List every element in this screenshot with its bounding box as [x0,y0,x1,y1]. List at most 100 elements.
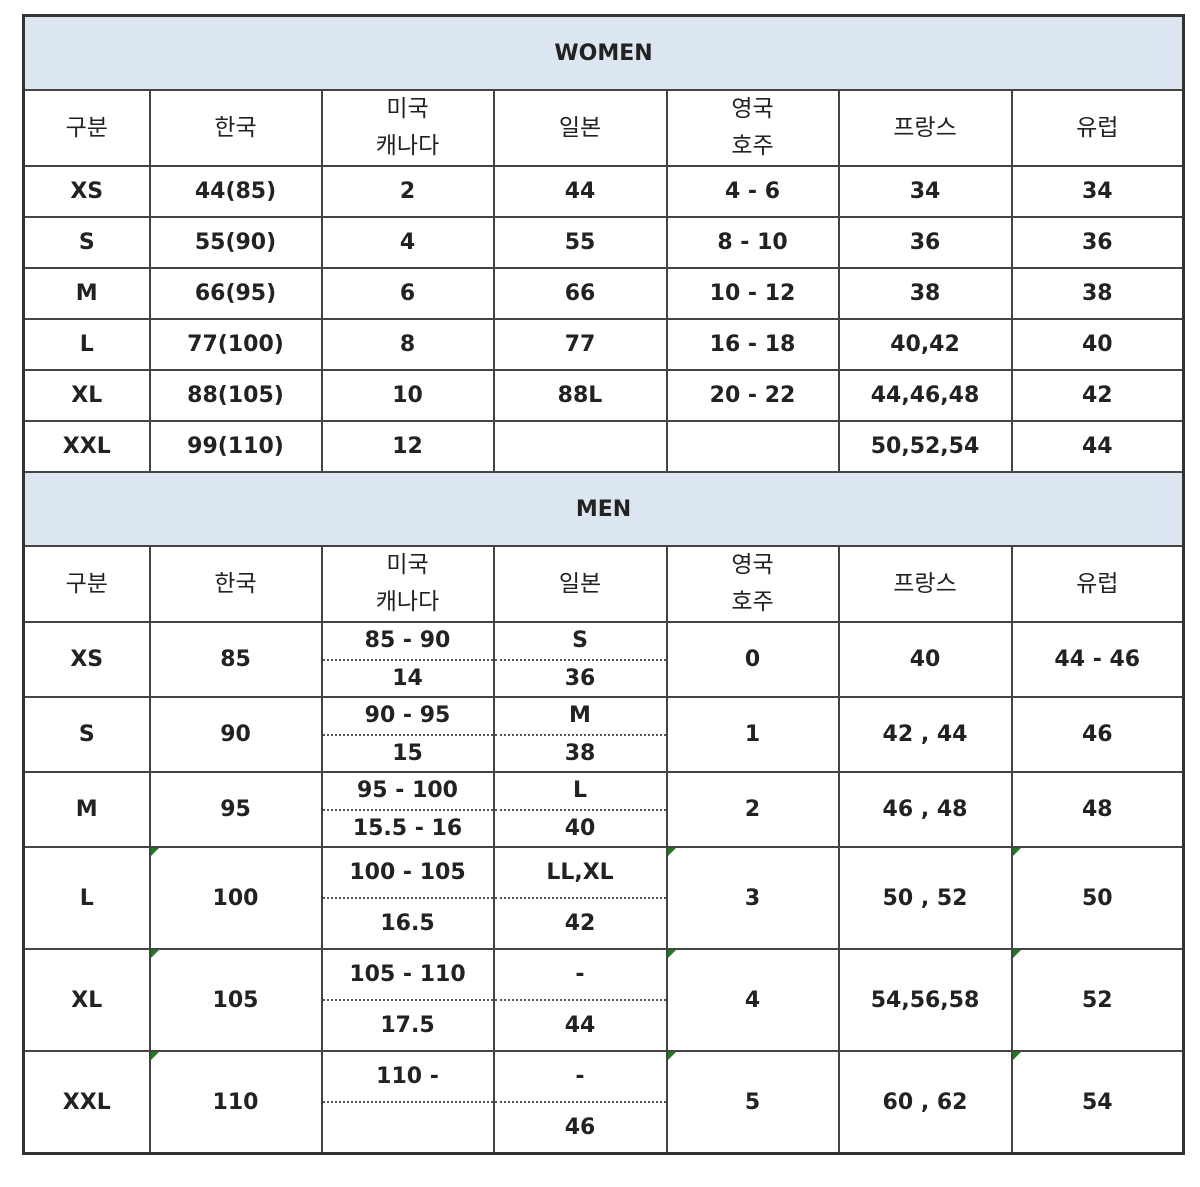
france-size-cell: 40 [837,621,1013,698]
women-size-row: S 55(90) 4 55 8 - 10 36 36 [22,216,1185,269]
women-size-row: XXL 99(110) 12 50,52,54 44 [22,420,1185,473]
us-size-bottom: 15.5 - 16 [352,815,463,841]
korea-size-cell: 110 [148,1050,323,1155]
column-header: 한국 [148,89,323,167]
column-header: 영국 호주 [665,545,840,623]
column-header: 구분 [22,89,151,167]
size-chart-table: WOMEN 구분 한국 미국 캐나다 일본 영국 호주 프랑스 유럽 XS 44(85) 2 44 4 - … [22,14,1186,1155]
size-cell: 66 [492,267,668,320]
jp-size-top: S [494,623,666,661]
jp-size-top: - [494,1052,666,1103]
uk-size-value: 0 [744,647,761,672]
korea-size-cell: 85 [148,621,323,698]
us-size-bottom: 15 [392,740,423,766]
size-label-cell: XL [22,948,151,1052]
size-label-cell: S [22,696,151,773]
comment-marker-icon [667,1052,676,1060]
size-cell: 6 [320,267,495,320]
europe-size-value: 54 [1081,1089,1113,1115]
korea-size-value: 110 [212,1089,259,1115]
us-size-split: 90 - 95 15 [322,698,493,771]
jp-size-bottom: 40 [564,815,596,841]
us-size-top: 110 - [322,1052,493,1103]
size-cell: 4 - 6 [665,165,840,218]
column-header: 유럽 [1010,89,1185,167]
us-size-cell: 95 - 100 15.5 - 16 [320,771,495,848]
korea-size-cell: 105 [148,948,323,1052]
comment-marker-icon [150,950,159,958]
column-header: 영국 호주 [665,89,840,167]
size-cell: 40 [1010,318,1185,371]
size-cell: S [22,216,151,269]
size-cell: 12 [320,420,495,473]
korea-size-cell: 100 [148,846,323,950]
korea-size-value: 105 [212,987,259,1013]
size-cell: 34 [1010,165,1185,218]
size-cell: XL [22,369,151,422]
us-size-top: 95 - 100 [322,773,493,811]
jp-size-cell: S 36 [492,621,668,698]
comment-marker-icon [1012,1052,1021,1060]
column-header: 한국 [148,545,323,623]
korea-size-value: 85 [220,647,251,672]
size-cell: 50,52,54 [837,420,1013,473]
size-cell: 42 [1010,369,1185,422]
europe-size-cell: 52 [1010,948,1185,1052]
men-section-title: MEN [22,471,1185,547]
men-section-header-row: MEN [22,471,1185,547]
size-label-cell: M [22,771,151,848]
size-cell: 34 [837,165,1013,218]
column-header: 유럽 [1010,545,1185,623]
jp-size-split: - 46 [494,1052,666,1152]
jp-size-cell: L 40 [492,771,668,848]
jp-size-split: L 40 [494,773,666,846]
us-size-top: 100 - 105 [322,848,493,899]
us-size-bottom: 16.5 [380,911,435,936]
us-size-cell: 85 - 90 14 [320,621,495,698]
size-label-cell: XS [22,621,151,698]
column-header: 미국 캐나다 [320,545,495,623]
uk-size-cell: 0 [665,621,840,698]
women-section-title: WOMEN [22,14,1185,91]
jp-size-top: - [494,950,666,1001]
uk-size-cell: 4 [665,948,840,1052]
europe-size-cell: 46 [1010,696,1185,773]
comment-marker-icon [667,848,676,856]
men-size-row: XL 105 105 - 110 17.5-44 4 54,56,58 52 [22,948,1185,1052]
uk-size-value: 3 [744,885,761,911]
size-cell: 44(85) [148,165,323,218]
korea-size-value: 90 [220,722,251,747]
size-cell: L [22,318,151,371]
korea-size-cell: 95 [148,771,323,848]
size-cell: 44 [1010,420,1185,473]
jp-size-split: S 36 [494,623,666,696]
us-size-cell: 100 - 105 16.5 [320,846,495,950]
uk-size-cell: 1 [665,696,840,773]
jp-size-cell: - 44 [492,948,668,1052]
us-size-split: 105 - 110 17.5 [322,950,493,1050]
jp-size-split: - 44 [494,950,666,1050]
size-cell: 88L [492,369,668,422]
korea-size-value: 100 [212,885,259,911]
france-size-cell: 54,56,58 [837,948,1013,1052]
europe-size-cell: 44 - 46 [1010,621,1185,698]
jp-size-cell: LL,XL 42 [492,846,668,950]
jp-size-bottom: 44 [564,1013,596,1038]
men-size-row: L 100 100 - 105 16.5 LL,XL 42 3 50 , 52 50 [22,846,1185,950]
column-header: 일본 [492,545,668,623]
women-size-row: M 66(95) 6 66 10 - 12 38 38 [22,267,1185,320]
size-cell: 38 [837,267,1013,320]
size-cell: 77 [492,318,668,371]
comment-marker-icon [1012,950,1021,958]
size-cell [665,420,840,473]
jp-size-split: M 38 [494,698,666,771]
jp-size-cell: M 38 [492,696,668,773]
jp-size-top: M [494,698,666,736]
size-cell: 16 - 18 [665,318,840,371]
us-size-split: 110 - [322,1052,493,1152]
europe-size-value: 52 [1081,987,1113,1013]
size-cell: 8 [320,318,495,371]
france-size-cell: 50 , 52 [837,846,1013,950]
women-column-header-row: 구분 한국 미국 캐나다 일본 영국 호주 프랑스 유럽 [22,89,1185,167]
europe-size-value: 46 [1081,722,1113,747]
